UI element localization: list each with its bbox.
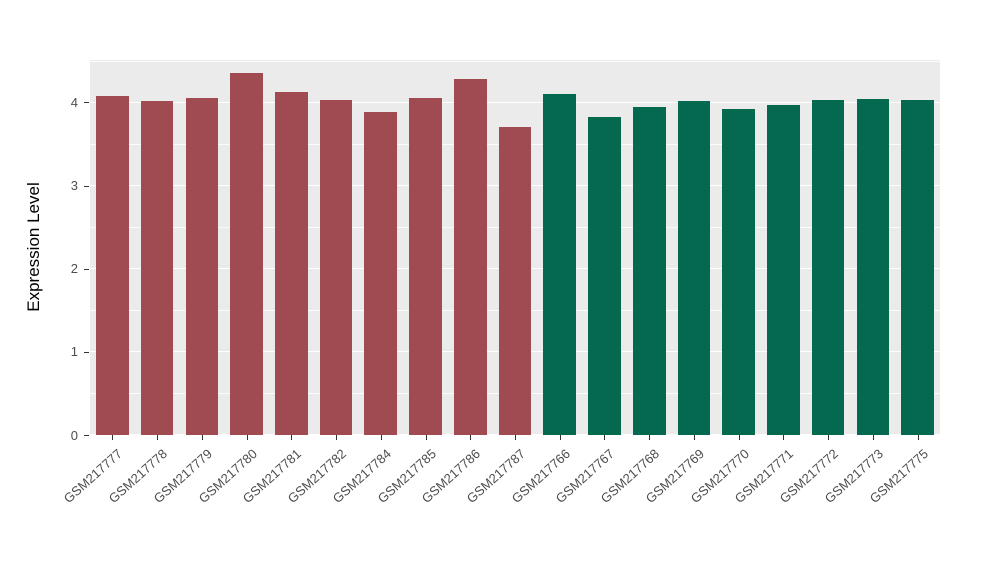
bar bbox=[498, 127, 532, 435]
bar bbox=[140, 100, 174, 435]
minor-gridline bbox=[90, 60, 940, 62]
x-tick-mark bbox=[738, 435, 740, 440]
bar bbox=[901, 99, 934, 435]
x-tick-mark bbox=[336, 435, 338, 440]
x-tick-mark bbox=[112, 435, 114, 440]
y-tick-label: 3 bbox=[70, 178, 78, 194]
x-tick-mark bbox=[604, 435, 606, 440]
bar bbox=[677, 100, 711, 435]
y-tick-mark bbox=[84, 435, 89, 436]
x-tick-mark bbox=[828, 435, 830, 440]
x-tick-mark bbox=[470, 435, 472, 440]
bar bbox=[722, 109, 755, 435]
y-tick-label: 1 bbox=[70, 344, 78, 360]
x-tick-mark bbox=[246, 435, 248, 440]
bar bbox=[364, 111, 398, 435]
x-tick-mark bbox=[649, 435, 651, 440]
major-gridline bbox=[90, 101, 940, 103]
x-tick-mark bbox=[872, 435, 874, 440]
x-tick-mark bbox=[917, 435, 919, 440]
bar bbox=[319, 99, 353, 435]
y-tick-mark bbox=[84, 268, 89, 270]
y-tick-label: 0 bbox=[70, 427, 78, 443]
x-tick-mark bbox=[425, 435, 427, 440]
y-tick-mark bbox=[84, 102, 89, 104]
bar bbox=[409, 98, 442, 435]
x-tick-mark bbox=[693, 435, 695, 440]
bar bbox=[632, 107, 666, 435]
bar bbox=[96, 95, 129, 435]
plot-area bbox=[90, 60, 940, 435]
bar bbox=[767, 104, 800, 435]
y-tick-mark bbox=[84, 185, 89, 187]
bar bbox=[185, 98, 219, 435]
x-tick-mark bbox=[291, 435, 293, 440]
y-tick-mark bbox=[84, 351, 89, 353]
bar bbox=[274, 91, 308, 435]
x-tick-mark bbox=[515, 435, 516, 440]
x-tick-mark bbox=[201, 435, 203, 440]
x-tick-mark bbox=[783, 435, 785, 440]
y-axis-title: Expression Level bbox=[24, 182, 43, 312]
bar bbox=[856, 99, 890, 435]
x-tick-mark bbox=[380, 435, 382, 440]
x-tick-mark bbox=[157, 435, 159, 440]
y-tick-label: 2 bbox=[70, 261, 78, 277]
bar bbox=[230, 73, 263, 435]
y-tick-label: 4 bbox=[70, 94, 78, 110]
bar bbox=[811, 99, 845, 435]
bar bbox=[588, 117, 621, 435]
bar bbox=[543, 94, 577, 435]
bar bbox=[453, 79, 487, 435]
x-tick-mark bbox=[559, 435, 561, 440]
